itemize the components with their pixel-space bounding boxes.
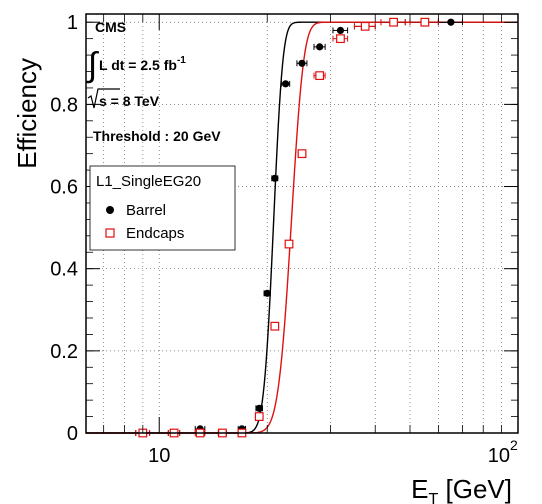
- data-point-barrel: [263, 289, 271, 297]
- legend-marker-barrel: [106, 206, 114, 214]
- data-point-endcaps: [360, 21, 370, 31]
- energy-label: s = 8 TeV: [99, 93, 160, 109]
- luminosity-label: L dt = 2.5 fb-1: [99, 55, 186, 73]
- data-point-barrel: [271, 174, 279, 182]
- legend-label-barrel: Barrel: [126, 202, 166, 219]
- y-tick-label: 0: [67, 423, 78, 445]
- data-point-barrel: [336, 26, 345, 35]
- integral-sign-icon: ∫: [86, 46, 99, 84]
- x-tick-exponent: 2: [510, 437, 518, 453]
- y-tick-label: 0.4: [50, 259, 78, 281]
- legend-label-endcaps: Endcaps: [126, 225, 184, 242]
- legend-marker-endcaps: [105, 228, 115, 238]
- data-point-endcaps: [297, 149, 307, 159]
- x-tick-label: 10: [148, 445, 170, 467]
- legend: L1_SingleEG20 Barrel Endcaps: [89, 165, 236, 251]
- annotations: CMS ∫ L dt = 2.5 fb-1 s = 8 TeV Threshol…: [86, 19, 221, 144]
- y-axis-label: Efficiency: [12, 58, 42, 169]
- data-point-endcaps: [420, 17, 430, 27]
- data-point-barrel: [316, 43, 324, 51]
- y-tick-label: 0.6: [50, 177, 78, 199]
- data-point-endcaps: [389, 17, 398, 27]
- data-point-endcaps: [270, 321, 280, 331]
- data-point-barrel: [447, 18, 455, 26]
- experiment-label: CMS: [95, 19, 126, 35]
- threshold-label: Threshold : 20 GeV: [93, 128, 221, 144]
- plot-frame: [85, 13, 519, 434]
- x-axis-label: ET [GeV]: [411, 474, 512, 504]
- data-point-barrel: [281, 80, 290, 88]
- data-point-barrel: [298, 59, 306, 67]
- legend-header: L1_SingleEG20: [96, 173, 201, 190]
- y-tick-label: 0.2: [50, 341, 78, 363]
- y-tick-label: 1: [67, 12, 78, 34]
- data-point-endcaps: [336, 34, 345, 44]
- x-axis-label-unit: [GeV]: [438, 474, 512, 504]
- data-point-endcaps: [284, 239, 294, 249]
- y-tick-label: 0.8: [50, 94, 78, 116]
- sqrt-sign-icon: [87, 88, 120, 109]
- data-point-barrel: [255, 404, 263, 412]
- svg-text:ET [GeV]: ET [GeV]: [411, 474, 512, 504]
- x-tick-label: 10: [488, 445, 510, 467]
- x-axis-label-main: E: [411, 474, 428, 504]
- data-point-endcaps: [254, 412, 264, 421]
- data-point-endcaps: [315, 71, 325, 81]
- x-axis-label-sub: T: [429, 491, 439, 504]
